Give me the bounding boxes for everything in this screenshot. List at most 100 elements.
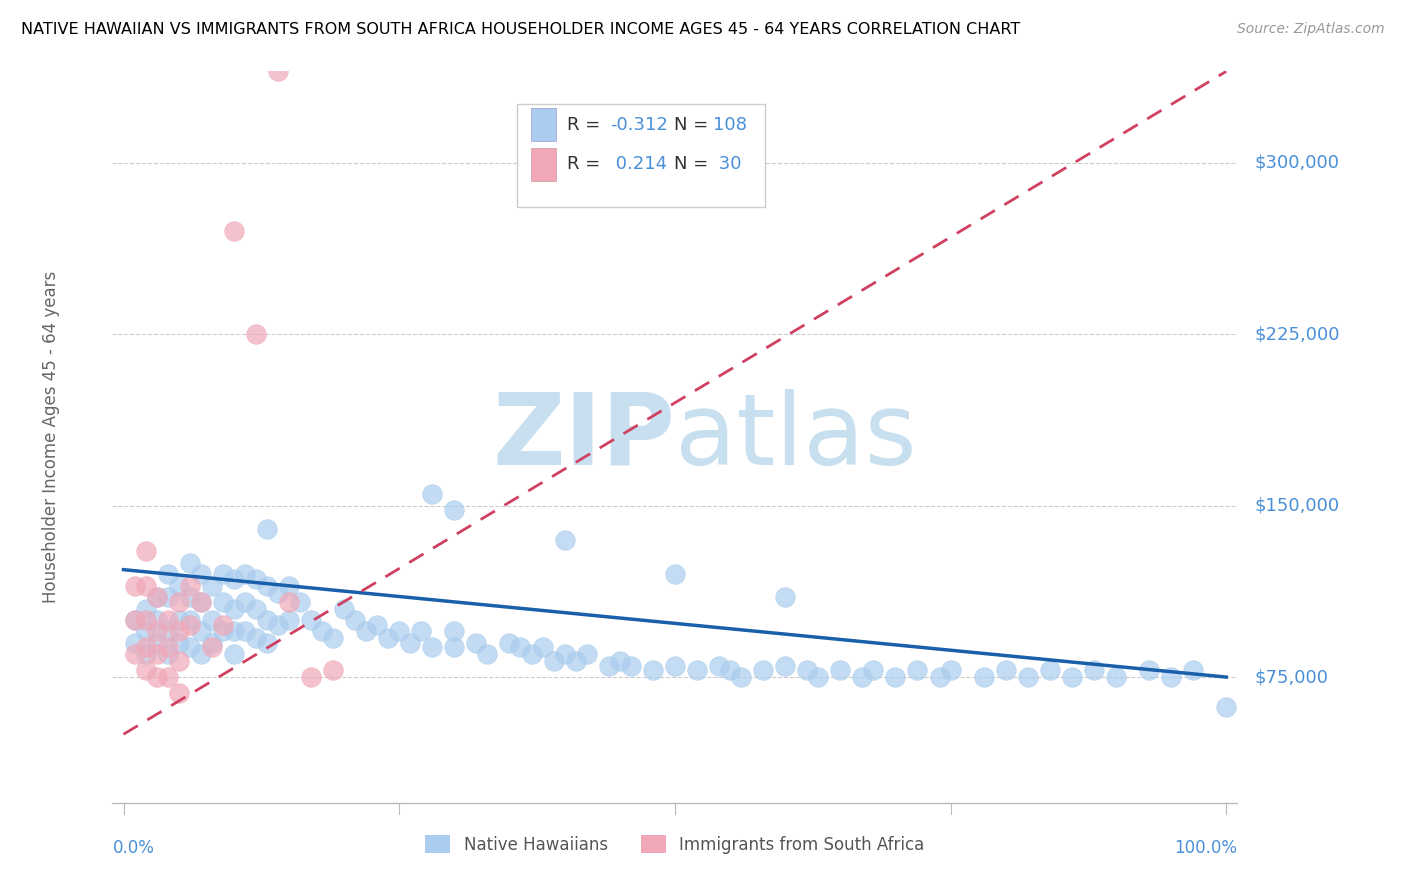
Point (333, 601, 356, 615)
Point (222, 647, 245, 661)
Point (851, 670, 873, 684)
Text: $150,000: $150,000 (1254, 497, 1340, 515)
Text: 108: 108 (713, 116, 747, 134)
Point (167, 624, 190, 639)
Text: 0.0%: 0.0% (112, 839, 155, 857)
Point (543, 654, 565, 668)
Point (156, 647, 179, 661)
Point (707, 658, 730, 673)
Point (135, 613, 157, 627)
Point (145, 670, 167, 684)
Point (277, 594, 299, 608)
Point (179, 640, 201, 655)
Point (233, 567, 256, 582)
Point (124, 579, 146, 593)
Point (245, 632, 267, 646)
Point (377, 632, 399, 646)
Point (201, 613, 224, 627)
Point (299, 670, 322, 684)
Point (366, 617, 388, 632)
Point (179, 617, 201, 632)
Text: N =: N = (673, 116, 714, 134)
Point (388, 624, 411, 639)
Point (167, 579, 190, 593)
Point (311, 624, 333, 639)
Point (124, 647, 146, 661)
Point (167, 654, 190, 668)
Point (322, 663, 344, 677)
Point (299, 613, 322, 627)
Point (156, 670, 179, 684)
Point (1215, 699, 1237, 714)
Point (994, 663, 1017, 677)
Point (277, 613, 299, 627)
Point (664, 658, 686, 673)
Point (830, 663, 852, 677)
Point (233, 594, 256, 608)
Text: 0.214: 0.214 (610, 155, 666, 173)
Point (135, 624, 157, 639)
Point (245, 601, 267, 615)
Point (939, 663, 962, 677)
Point (718, 663, 741, 677)
Point (222, 572, 245, 586)
Point (167, 594, 190, 608)
Point (267, 64, 290, 78)
Point (531, 640, 554, 655)
Point (399, 636, 422, 650)
Point (509, 640, 531, 655)
Point (443, 624, 465, 639)
Point (554, 647, 576, 661)
Point (267, 617, 290, 632)
Point (498, 636, 520, 650)
Legend: Native Hawaiians, Immigrants from South Africa: Native Hawaiians, Immigrants from South … (419, 829, 931, 860)
Point (222, 624, 245, 639)
Point (167, 686, 190, 700)
Point (752, 663, 775, 677)
Point (1083, 663, 1105, 677)
Point (288, 594, 311, 608)
Point (256, 613, 278, 627)
Point (167, 636, 190, 650)
Point (135, 640, 157, 655)
Point (862, 663, 884, 677)
Point (145, 647, 167, 661)
Point (807, 670, 830, 684)
Point (1105, 670, 1128, 684)
Point (598, 658, 620, 673)
Text: Householder Income Ages 45 - 64 years: Householder Income Ages 45 - 64 years (42, 271, 59, 603)
Text: $225,000: $225,000 (1254, 326, 1340, 343)
Point (520, 647, 543, 661)
Point (609, 654, 631, 668)
FancyBboxPatch shape (531, 108, 555, 141)
Point (256, 521, 278, 535)
Point (124, 636, 146, 650)
Point (145, 590, 167, 604)
Point (420, 487, 443, 501)
Point (190, 567, 212, 582)
Point (354, 624, 377, 639)
Point (411, 624, 433, 639)
Text: N =: N = (673, 155, 714, 173)
Text: 100.0%: 100.0% (1174, 839, 1237, 857)
Point (233, 624, 256, 639)
Point (1017, 670, 1039, 684)
Text: $300,000: $300,000 (1254, 153, 1339, 172)
Point (973, 670, 995, 684)
Point (211, 594, 233, 608)
Point (211, 567, 233, 582)
Point (664, 567, 686, 582)
Point (145, 613, 167, 627)
Point (465, 636, 488, 650)
Point (641, 663, 664, 677)
Point (135, 601, 157, 615)
Text: 30: 30 (713, 155, 741, 173)
Text: NATIVE HAWAIIAN VS IMMIGRANTS FROM SOUTH AFRICA HOUSEHOLDER INCOME AGES 45 - 64 : NATIVE HAWAIIAN VS IMMIGRANTS FROM SOUTH… (21, 22, 1021, 37)
Point (190, 594, 212, 608)
Point (179, 579, 201, 593)
Point (190, 624, 212, 639)
Point (145, 590, 167, 604)
Point (1060, 670, 1083, 684)
Point (124, 613, 146, 627)
Point (267, 585, 290, 599)
